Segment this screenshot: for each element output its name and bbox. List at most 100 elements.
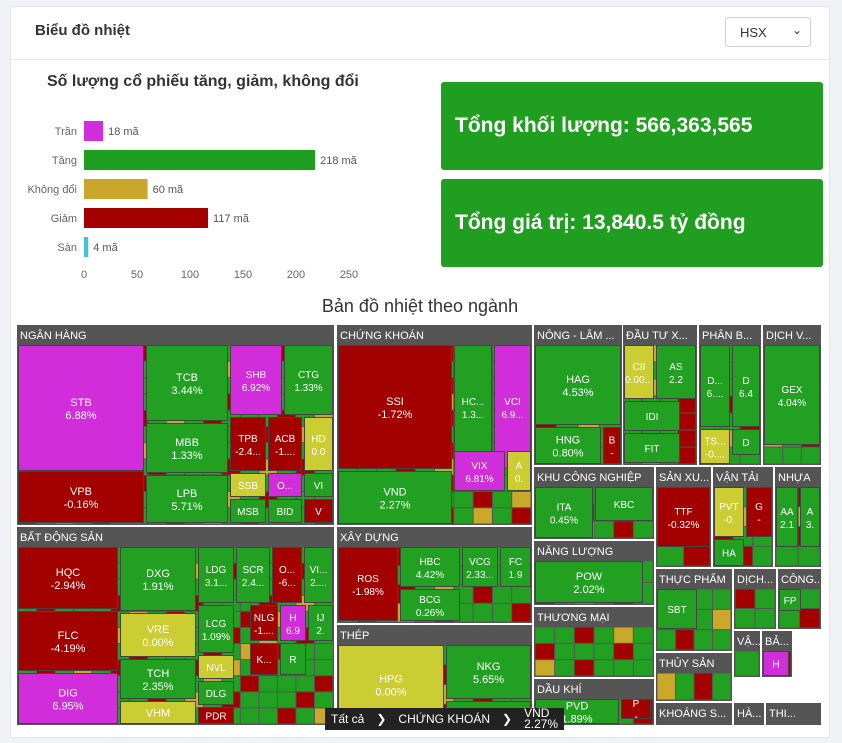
stock-tile[interactable] xyxy=(250,643,278,675)
small-stock-tile[interactable] xyxy=(492,491,512,508)
small-stock-tile[interactable] xyxy=(614,521,633,538)
stock-tile[interactable] xyxy=(535,561,643,603)
small-stock-tile[interactable] xyxy=(594,521,614,538)
small-stock-tile[interactable] xyxy=(473,508,492,524)
small-stock-tile[interactable] xyxy=(454,491,473,508)
stock-tile[interactable] xyxy=(800,487,820,547)
stock-tile[interactable] xyxy=(624,433,680,463)
stock-tile[interactable] xyxy=(230,417,266,471)
stock-tile[interactable] xyxy=(272,547,302,603)
small-stock-tile[interactable] xyxy=(657,546,684,566)
stock-tile[interactable] xyxy=(146,345,228,421)
small-stock-tile[interactable] xyxy=(492,585,512,603)
stock-tile[interactable] xyxy=(198,547,234,603)
stock-tile[interactable] xyxy=(603,427,621,464)
small-stock-tile[interactable] xyxy=(614,627,633,643)
small-stock-tile[interactable] xyxy=(574,643,594,660)
stock-tile[interactable] xyxy=(250,605,278,641)
stock-tile[interactable] xyxy=(454,451,505,491)
small-stock-tile[interactable] xyxy=(512,508,531,524)
stock-tile[interactable] xyxy=(462,547,498,587)
small-stock-tile[interactable] xyxy=(314,676,333,692)
small-stock-tile[interactable] xyxy=(473,491,492,508)
small-stock-tile[interactable] xyxy=(259,692,277,708)
heatmap-sector[interactable]: CHỨNG KHOÁN SSI-1.72% HC... 1.3... VCI 6.9...… xyxy=(337,325,532,525)
stock-tile[interactable] xyxy=(198,707,234,724)
small-stock-tile[interactable] xyxy=(694,630,713,650)
small-stock-tile[interactable] xyxy=(296,676,314,692)
small-stock-tile[interactable] xyxy=(512,603,531,622)
small-stock-tile[interactable] xyxy=(259,708,277,724)
small-stock-tile[interactable] xyxy=(314,692,333,708)
heatmap-sector[interactable]: ĐẦU TƯ X... CII 0.00... AS 2.2 IDI FIT xyxy=(623,325,697,465)
small-stock-tile[interactable] xyxy=(535,660,555,676)
stock-tile[interactable] xyxy=(18,673,118,724)
heatmap-sector[interactable]: XÂY DỰNG ROS -1.98% HBC 4.42% VCG 2.33... FC 1.9… xyxy=(337,527,532,623)
heatmap-sector[interactable]: CÔNG... FP xyxy=(778,569,823,629)
small-stock-tile[interactable] xyxy=(594,643,614,660)
small-stock-tile[interactable] xyxy=(678,430,696,447)
breadcrumb-all[interactable]: Tất cả xyxy=(331,712,365,726)
small-stock-tile[interactable] xyxy=(492,508,512,524)
small-stock-tile[interactable] xyxy=(713,589,731,609)
small-stock-tile[interactable] xyxy=(277,692,296,708)
small-stock-tile[interactable] xyxy=(735,609,755,628)
heatmap-sector[interactable]: THƯƠNG MẠI xyxy=(534,607,654,677)
breadcrumb-sector[interactable]: CHỨNG KHOÁN xyxy=(398,712,491,726)
small-stock-tile[interactable] xyxy=(678,396,696,413)
stock-tile[interactable] xyxy=(198,655,234,679)
stock-tile[interactable] xyxy=(657,589,697,629)
heatmap-sector[interactable]: KHU CÔNG NGHIỆP ITA 0.45% KBC xyxy=(534,467,654,539)
stock-tile[interactable] xyxy=(400,589,460,621)
small-stock-tile[interactable] xyxy=(574,660,594,676)
small-stock-tile[interactable] xyxy=(676,630,694,650)
stock-tile[interactable] xyxy=(454,345,492,469)
small-stock-tile[interactable] xyxy=(240,692,259,708)
stock-tile[interactable] xyxy=(146,475,228,523)
stock-tile[interactable] xyxy=(120,613,196,657)
small-stock-tile[interactable] xyxy=(614,660,633,676)
stock-tile[interactable] xyxy=(535,487,593,538)
stock-tile[interactable] xyxy=(268,417,302,471)
heatmap-sector[interactable]: SẢN XU... TTF -0.32% xyxy=(656,467,711,567)
heatmap-sector[interactable]: HÀ... xyxy=(734,703,764,725)
small-stock-tile[interactable] xyxy=(735,651,759,676)
small-stock-tile[interactable] xyxy=(753,546,772,566)
stock-tile[interactable] xyxy=(763,651,789,676)
small-stock-tile[interactable] xyxy=(800,589,820,609)
small-stock-tile[interactable] xyxy=(633,660,653,676)
small-stock-tile[interactable] xyxy=(657,673,676,700)
small-stock-tile[interactable] xyxy=(779,609,800,628)
heatmap-sector[interactable]: THỰC PHẨM SBT xyxy=(656,569,732,651)
small-stock-tile[interactable] xyxy=(633,643,653,660)
stock-tile[interactable] xyxy=(446,645,531,699)
heatmap-sector[interactable]: THỦY SẢN xyxy=(656,653,732,701)
small-stock-tile[interactable] xyxy=(555,643,574,660)
small-stock-tile[interactable] xyxy=(555,660,574,676)
small-stock-tile[interactable] xyxy=(277,708,296,724)
small-stock-tile[interactable] xyxy=(614,643,633,660)
small-stock-tile[interactable] xyxy=(296,692,314,708)
small-stock-tile[interactable] xyxy=(314,644,333,660)
stock-tile[interactable] xyxy=(304,417,333,471)
heatmap-sector[interactable]: PHÂN B... D... 6.... D 6.4 TS... -0.... D xyxy=(699,325,761,465)
small-stock-tile[interactable] xyxy=(492,603,512,622)
small-stock-tile[interactable] xyxy=(657,630,676,650)
stock-tile[interactable] xyxy=(400,547,460,587)
stock-tile[interactable] xyxy=(230,345,282,415)
stock-tile[interactable] xyxy=(338,345,452,469)
stock-tile[interactable] xyxy=(595,487,653,521)
stock-tile[interactable] xyxy=(700,345,730,427)
heatmap-sector[interactable]: BẢ... H xyxy=(762,631,792,677)
stock-tile[interactable] xyxy=(268,499,302,523)
small-stock-tile[interactable] xyxy=(694,673,713,700)
small-stock-tile[interactable] xyxy=(277,676,296,692)
stock-tile[interactable] xyxy=(624,345,654,399)
stock-tile[interactable] xyxy=(304,547,333,603)
stock-tile[interactable] xyxy=(284,345,333,415)
small-stock-tile[interactable] xyxy=(713,630,731,650)
stock-tile[interactable] xyxy=(656,345,696,399)
